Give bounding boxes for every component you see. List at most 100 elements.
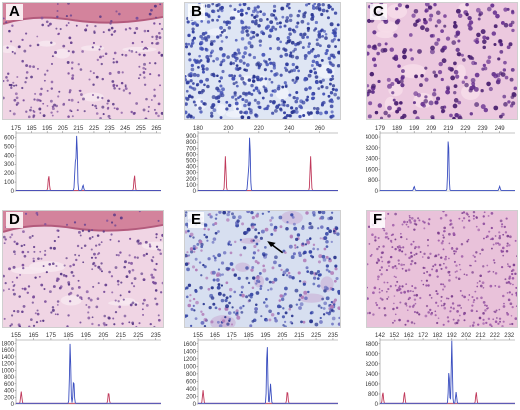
y-tick-label: 400 xyxy=(186,387,197,393)
x-tick-label: 195 xyxy=(260,333,271,339)
x-tick-label: 249 xyxy=(495,126,506,132)
x-tick-label: 195 xyxy=(81,333,92,339)
y-tick-label: 1600 xyxy=(184,342,197,348)
y-tick-label: 800 xyxy=(4,375,15,381)
annotation-arrow xyxy=(267,241,284,254)
x-tick-label: 215 xyxy=(116,333,127,339)
y-tick-label: 600 xyxy=(186,379,197,385)
series-line-1 xyxy=(380,141,515,191)
histology-image-e: E xyxy=(184,210,341,328)
y-tick-label: 200 xyxy=(4,395,15,401)
x-tick-label: 225 xyxy=(133,333,144,339)
x-tick-label: 142 xyxy=(375,333,386,339)
y-tick-label: 600 xyxy=(186,152,197,158)
y-tick-label: 800 xyxy=(368,392,379,398)
series-line-2 xyxy=(198,137,338,191)
x-tick-label: 235 xyxy=(105,126,116,132)
panel-label-a: A xyxy=(6,4,23,20)
y-tick-label: 600 xyxy=(4,135,15,141)
histology-image-c: C xyxy=(366,2,518,120)
y-tick-label: 1800 xyxy=(2,341,15,347)
series-line-2 xyxy=(16,135,161,191)
x-tick-label: 185 xyxy=(27,126,38,132)
histology-image-d: D xyxy=(2,210,164,328)
y-tick-label: 1000 xyxy=(184,364,197,370)
x-tick-label: 199 xyxy=(409,126,420,132)
y-tick-label: 1600 xyxy=(366,382,379,388)
x-tick-label: 219 xyxy=(443,126,454,132)
x-tick-label: 189 xyxy=(392,126,403,132)
x-tick-label: 185 xyxy=(63,333,74,339)
y-tick-label: 100 xyxy=(4,180,15,186)
x-tick-label: 229 xyxy=(460,126,471,132)
x-tick-label: 180 xyxy=(193,126,204,132)
y-tick-label: 200 xyxy=(4,171,15,177)
electropherogram-e: 155 165 175 185 195 205 215 225 235 0 200 400 600 800… xyxy=(184,331,341,407)
y-tick-label: 100 xyxy=(186,183,197,189)
x-tick-label: 205 xyxy=(58,126,69,132)
x-tick-label: 245 xyxy=(120,126,131,132)
y-tick-label: 3200 xyxy=(366,146,379,152)
histology-image-b: B xyxy=(184,2,341,120)
x-tick-label: 232 xyxy=(504,333,515,339)
x-tick-label: 215 xyxy=(73,126,84,132)
y-tick-label: 500 xyxy=(186,158,197,164)
y-tick-label: 200 xyxy=(186,394,197,400)
y-tick-label: 800 xyxy=(186,140,197,146)
y-tick-label: 0 xyxy=(11,189,15,194)
y-tick-label: 4800 xyxy=(366,342,379,348)
y-tick-label: 2400 xyxy=(366,157,379,163)
y-tick-label: 800 xyxy=(368,178,379,184)
x-tick-label: 162 xyxy=(404,333,415,339)
y-tick-label: 2400 xyxy=(366,372,379,378)
y-tick-label: 300 xyxy=(186,171,197,177)
x-tick-label: 265 xyxy=(151,126,162,132)
electropherogram-c: 179 189 199 209 219 229 239 249 0 800 1600 2400 3200… xyxy=(366,124,518,194)
x-tick-label: 155 xyxy=(11,333,22,339)
x-tick-label: 155 xyxy=(193,333,204,339)
series-line-2 xyxy=(380,340,515,404)
x-tick-label: 185 xyxy=(244,333,255,339)
panel-label-b: B xyxy=(188,4,205,20)
x-tick-label: 255 xyxy=(136,126,147,132)
x-tick-label: 175 xyxy=(46,333,57,339)
electropherogram-f: 142 152 162 172 182 192 202 212 222 232 0 800 1600 24… xyxy=(366,331,518,407)
y-tick-label: 300 xyxy=(4,162,15,168)
histology-image-a: A xyxy=(2,2,164,120)
x-tick-label: 239 xyxy=(478,126,489,132)
x-tick-label: 165 xyxy=(210,333,221,339)
x-tick-label: 205 xyxy=(277,333,288,339)
x-tick-label: 212 xyxy=(476,333,487,339)
x-tick-label: 235 xyxy=(151,333,162,339)
panel-label-e: E xyxy=(188,212,205,228)
y-tick-label: 400 xyxy=(4,153,15,159)
x-tick-label: 225 xyxy=(311,333,322,339)
y-tick-label: 1600 xyxy=(2,348,15,354)
y-tick-label: 0 xyxy=(193,189,197,194)
x-tick-label: 152 xyxy=(389,333,400,339)
y-tick-label: 900 xyxy=(186,134,197,140)
y-tick-label: 0 xyxy=(375,189,379,194)
y-tick-label: 1000 xyxy=(2,368,15,374)
panel-label-d: D xyxy=(6,212,23,228)
y-tick-label: 400 xyxy=(186,165,197,171)
series-line-2 xyxy=(198,347,338,404)
panel-label-f: F xyxy=(370,212,386,228)
x-tick-label: 202 xyxy=(461,333,472,339)
y-tick-label: 0 xyxy=(375,402,379,407)
x-tick-label: 200 xyxy=(223,126,234,132)
y-tick-label: 500 xyxy=(4,144,15,150)
y-tick-label: 4000 xyxy=(366,352,379,358)
x-tick-label: 179 xyxy=(375,126,386,132)
x-tick-label: 165 xyxy=(28,333,39,339)
x-tick-label: 260 xyxy=(315,126,326,132)
y-tick-label: 800 xyxy=(186,372,197,378)
x-tick-label: 220 xyxy=(254,126,265,132)
y-tick-label: 4000 xyxy=(366,135,379,141)
x-tick-label: 222 xyxy=(490,333,501,339)
x-tick-label: 235 xyxy=(328,333,339,339)
y-tick-label: 700 xyxy=(186,146,197,152)
panel-label-c: C xyxy=(370,4,387,20)
x-tick-label: 175 xyxy=(227,333,238,339)
